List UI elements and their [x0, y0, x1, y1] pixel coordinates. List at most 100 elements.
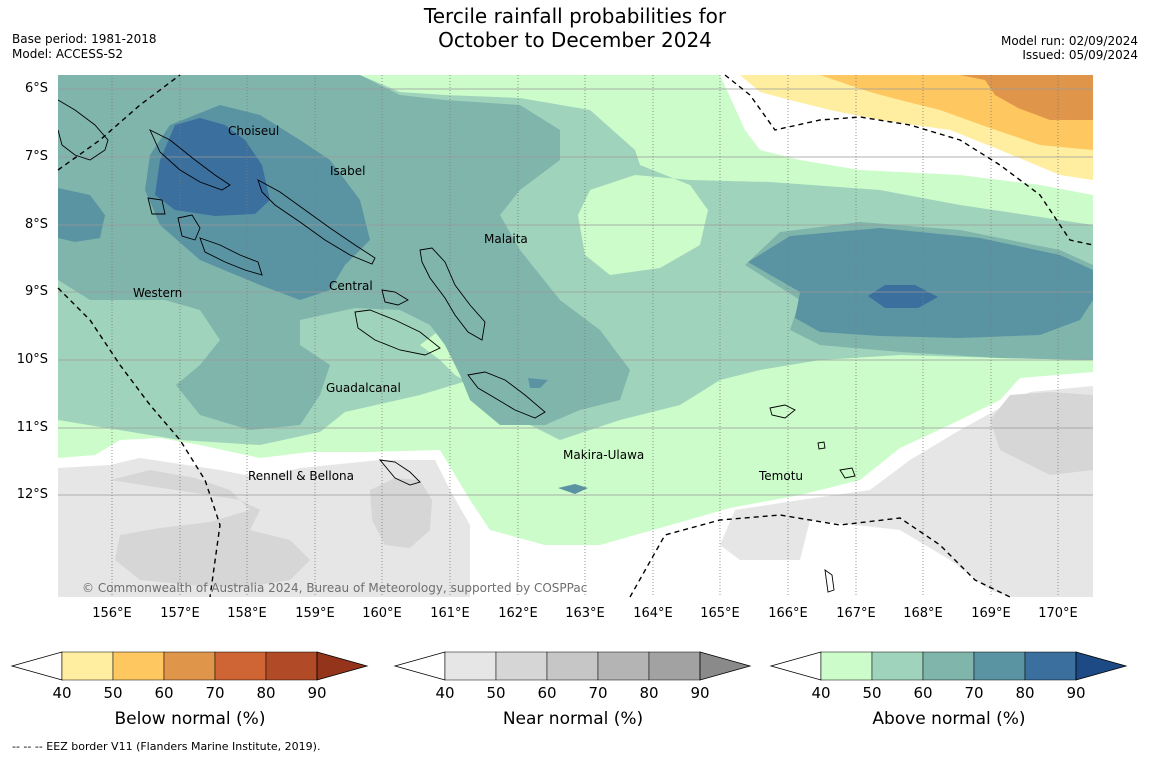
colorbar-near-high-arrow: [699, 651, 752, 681]
region-label-isabel: Isabel: [330, 164, 366, 178]
santa-cruz-coast: [769, 404, 796, 419]
region-label-guadalcanal: Guadalcanal: [326, 381, 401, 395]
region-label-western: Western: [133, 286, 183, 300]
colorbar-below-tick: 70: [205, 684, 225, 702]
map-title-line-1: Tercile rainfall probabilities for: [423, 4, 727, 28]
colorbar-below-bin-1: [61, 651, 114, 681]
choiseul-coast: [149, 129, 231, 191]
lat-label: 6°S: [24, 81, 48, 96]
map-title-line-2: October to December 2024: [438, 28, 712, 52]
eez-footnote: -- -- -- EEZ border V11 (Flanders Marine…: [12, 740, 321, 753]
lon-label: 159°E: [295, 606, 335, 621]
lon-label: 167°E: [836, 606, 876, 621]
lon-label: 156°E: [92, 606, 132, 621]
malaita-coast: [419, 247, 486, 341]
colorbar-above-tick: 50: [862, 684, 882, 702]
florida-coast: [381, 289, 409, 306]
issued-text: Issued: 05/09/2024: [1022, 48, 1138, 62]
latitude-gridlines: [58, 88, 1093, 496]
lat-label: 9°S: [24, 284, 48, 299]
colorbar-below: [10, 651, 369, 681]
above-80-east-patch: [868, 285, 938, 308]
lon-label: 162°E: [498, 606, 538, 621]
lon-label: 160°E: [362, 606, 402, 621]
colorbar-below-low-arrow: [10, 651, 63, 681]
lat-label: 10°S: [16, 352, 48, 367]
above-40-east-south: [470, 410, 700, 548]
model-text: Model: ACCESS-S2: [12, 47, 124, 61]
colorbar-above-tick: 80: [1015, 684, 1035, 702]
colorbar-below-tick: 80: [256, 684, 276, 702]
colorbar-near-bin-1: [444, 651, 497, 681]
base-period-text: Base period: 1981-2018: [12, 32, 157, 46]
new-georgia-coast: [177, 214, 263, 276]
lon-label: 169°E: [971, 606, 1011, 621]
colorbar-above-low-arrow: [769, 651, 822, 681]
lat-label: 12°S: [16, 487, 48, 502]
near-50-east: [990, 392, 1093, 475]
colorbar-below-bin-5: [265, 651, 318, 681]
isabel-coast: [257, 179, 376, 265]
makira-coast: [467, 371, 546, 419]
lon-label: 158°E: [227, 606, 267, 621]
lon-label: 163°E: [565, 606, 605, 621]
colorbar-above-bin-2: [871, 651, 924, 681]
copyright-notice: © Commonwealth of Australia 2024, Bureau…: [82, 581, 588, 595]
colorbar-near-tick: 50: [486, 684, 506, 702]
colorbar-near-tick: 60: [537, 684, 557, 702]
colorbar-below-bin-3: [163, 651, 216, 681]
colorbar-below-tick: 90: [307, 684, 327, 702]
colorbar-above-tick: 60: [913, 684, 933, 702]
region-label-makira-ulawa: Makira-Ulawa: [563, 448, 645, 462]
region-label-central: Central: [329, 279, 373, 293]
colorbar-below-tick: 60: [154, 684, 174, 702]
below-60-area: [960, 75, 1093, 120]
colorbar-above-tick: 70: [964, 684, 984, 702]
region-label-choiseul: Choiseul: [228, 124, 280, 138]
small-island-1: [817, 441, 826, 450]
colorbar-near-title: Near normal (%): [502, 709, 644, 729]
colorbar-below-tick: 50: [103, 684, 123, 702]
lon-label: 166°E: [768, 606, 808, 621]
lon-label: 161°E: [430, 606, 470, 621]
colorbar-above-bin-1: [820, 651, 873, 681]
lon-label: 170°E: [1038, 606, 1078, 621]
model-run-text: Model run: 02/09/2024: [1000, 34, 1138, 48]
bougainville-coast: [58, 99, 109, 161]
above-80-west-patch: [155, 118, 270, 216]
above-70-patch-makira: [528, 378, 548, 388]
colorbar-above-high-arrow: [1075, 651, 1128, 681]
lon-label: 168°E: [903, 606, 943, 621]
vella-coast: [147, 197, 166, 215]
longitude-gridlines: [111, 75, 1059, 597]
above-70-west-edge: [58, 188, 105, 242]
colorbar-above: [769, 651, 1128, 681]
above-70-patch-south: [558, 484, 588, 494]
colorbar-above-tick: 90: [1066, 684, 1086, 702]
colorbar-near-low-arrow: [393, 651, 446, 681]
colorbar-near-bin-5: [648, 651, 701, 681]
lon-label: 165°E: [700, 606, 740, 621]
colorbar-below-bin-2: [112, 651, 165, 681]
region-label-rennell-bellona: Rennell & Bellona: [248, 469, 355, 483]
eez-borders: [57, 74, 1094, 598]
colorbar-below-high-arrow: [316, 651, 369, 681]
guadalcanal-coast: [354, 309, 441, 356]
colorbar-above-bin-3: [922, 651, 975, 681]
region-label-temotu: Temotu: [759, 469, 804, 483]
colorbar-near-bin-2: [495, 651, 548, 681]
rennell-coast: [378, 459, 421, 486]
colorbar-near-tick: 40: [435, 684, 455, 702]
colorbar-above-bin-4: [973, 651, 1026, 681]
lat-label: 11°S: [16, 420, 48, 435]
lat-label: 7°S: [24, 149, 48, 164]
near-50-central: [370, 478, 432, 548]
colorbar-near-bin-3: [546, 651, 599, 681]
colorbar-above-title: Above normal (%): [872, 709, 1026, 729]
colorbar-near: [393, 651, 752, 681]
small-island-2: [824, 569, 835, 593]
colorbar-near-tick: 70: [588, 684, 608, 702]
lon-label: 164°E: [633, 606, 673, 621]
colorbar-below-tick: 40: [52, 684, 72, 702]
